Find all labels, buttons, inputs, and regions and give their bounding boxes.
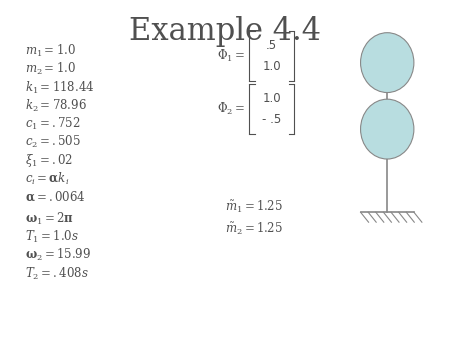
Text: $c_1 = .752$: $c_1 = .752$	[25, 116, 81, 132]
Text: $k_1 = 118.44$: $k_1 = 118.44$	[25, 79, 94, 96]
Text: $T_1 = 1.0s$: $T_1 = 1.0s$	[25, 229, 79, 245]
Text: $c_i = \mathbf{\alpha} k_i$: $c_i = \mathbf{\alpha} k_i$	[25, 171, 69, 187]
Ellipse shape	[360, 99, 414, 159]
Text: $\Phi_1 =$: $\Phi_1 =$	[217, 48, 245, 64]
Text: $k_2 = 78.96$: $k_2 = 78.96$	[25, 98, 87, 114]
Text: $\tilde{m}_1 = 1.25$: $\tilde{m}_1 = 1.25$	[225, 199, 283, 215]
Text: 1.0: 1.0	[262, 60, 281, 73]
Text: $m_1 = 1.0$: $m_1 = 1.0$	[25, 43, 76, 59]
Text: 1.0: 1.0	[262, 92, 281, 105]
Text: $\tilde{m}_2 = 1.25$: $\tilde{m}_2 = 1.25$	[225, 221, 283, 237]
Text: .5: .5	[266, 39, 277, 52]
Text: $c_2 = .505$: $c_2 = .505$	[25, 134, 81, 150]
Text: Example 4.4: Example 4.4	[129, 16, 321, 47]
Text: $T_2 = .408s$: $T_2 = .408s$	[25, 266, 89, 282]
Ellipse shape	[360, 33, 414, 93]
Text: $\mathbf{\alpha} = .0064$: $\mathbf{\alpha} = .0064$	[25, 190, 86, 204]
Text: - .5: - .5	[262, 113, 281, 126]
Text: $m_2 = 1.0$: $m_2 = 1.0$	[25, 61, 76, 77]
Text: $\xi_1 = .02$: $\xi_1 = .02$	[25, 152, 73, 169]
Text: $\mathbf{\omega}_1 = 2\mathbf{\pi}$: $\mathbf{\omega}_1 = 2\mathbf{\pi}$	[25, 211, 74, 227]
Text: $\Phi_2 =$: $\Phi_2 =$	[217, 101, 245, 117]
Text: $\mathbf{\omega}_2 = 15.99$: $\mathbf{\omega}_2 = 15.99$	[25, 247, 91, 264]
